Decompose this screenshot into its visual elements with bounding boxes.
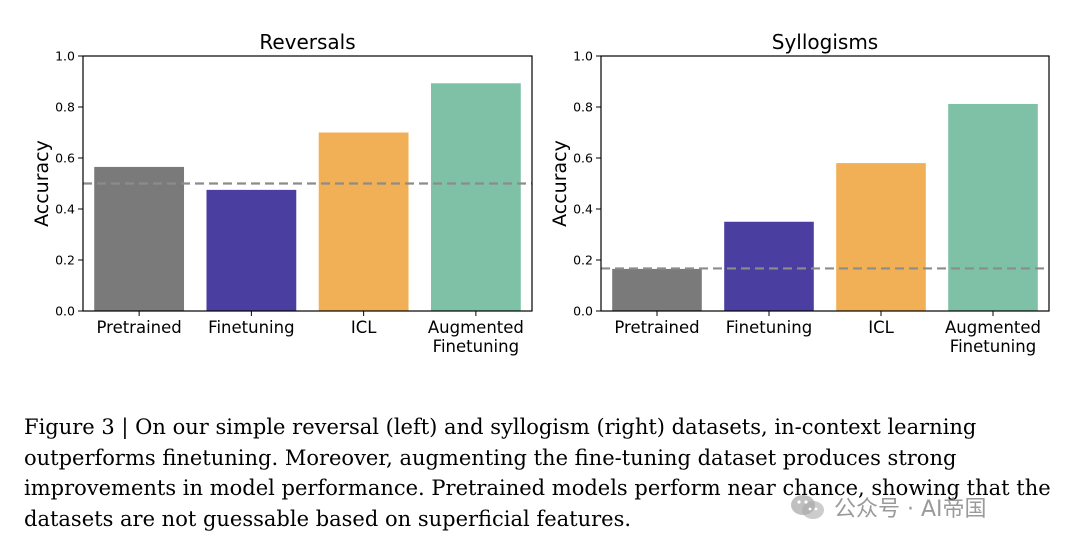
- chart-2-bar-3: [836, 163, 926, 311]
- chart-2-xtick-label-1-1: Pretrained: [614, 318, 699, 337]
- watermark: 公众号 · AI帝国: [790, 492, 987, 522]
- chart-1-ytick-label-2: 0.2: [55, 253, 75, 268]
- chart-2-ytick-label-3: 0.4: [573, 202, 593, 217]
- wechat-icon: [791, 495, 824, 519]
- chart-2-axes-frame: [600, 55, 1050, 312]
- chart-1-bar-4: [430, 83, 521, 311]
- chart-1-xtick-label-1-1: Pretrained: [96, 318, 181, 337]
- chart-2-xtick-label-4-2: Finetuning: [950, 337, 1036, 356]
- chart-2-bar-4: [948, 103, 1038, 311]
- chart-2-xtick-label-3-1: ICL: [868, 318, 894, 337]
- chart-2-ylabel: Accuracy: [549, 140, 571, 227]
- chart-2-xtick-label-2-1: Finetuning: [726, 318, 812, 337]
- chart-2-bar-1: [612, 268, 702, 311]
- chart-1-ylabel: Accuracy: [31, 140, 53, 227]
- chart-2-ytick-label-1: 0.0: [573, 304, 593, 319]
- chart-1-axes-frame: [82, 55, 533, 312]
- chart-1-bar-3: [318, 132, 409, 311]
- chart-2-xtick-label-4-1: Augmented: [945, 318, 1041, 337]
- chart-1-xtick-label-3-1: ICL: [351, 318, 377, 337]
- chart-1-ytick-label-4: 0.6: [55, 151, 75, 166]
- chart-1-ytick-label-3: 0.4: [55, 202, 75, 217]
- watermark-text: 公众号 · AI帝国: [834, 497, 987, 522]
- chart-2-ytick-label-6: 1.0: [573, 49, 593, 64]
- chart-1-xtick-label-4-2: Finetuning: [433, 337, 519, 356]
- figure-caption: Figure 3 | On our simple reversal (left)…: [24, 415, 1051, 531]
- chart-2-ytick-label-4: 0.6: [573, 151, 593, 166]
- chart-1-ytick-label-1: 0.0: [55, 304, 75, 319]
- chart-2-ytick-label-2: 0.2: [573, 253, 593, 268]
- chart-1-bar-2: [206, 189, 297, 311]
- chart-1-xtick-label-2-1: Finetuning: [208, 318, 294, 337]
- chart-2-bar-2: [724, 221, 814, 311]
- figure-charts: 0.0 0.2 0.4 0.6 0.8 1.0 Pretrained Finetuning IC…: [31, 30, 1050, 356]
- chart-1-xtick-label-4-1: Augmented: [428, 318, 524, 337]
- chart-1-ytick-label-5: 0.8: [55, 100, 75, 115]
- chart-2-ytick-label-5: 0.8: [573, 100, 593, 115]
- chart-2-title: Syllogisms: [772, 30, 878, 54]
- chart-1-title: Reversals: [259, 30, 355, 54]
- chart-1-ytick-label-6: 1.0: [55, 49, 75, 64]
- chart-1-bar-1: [94, 166, 185, 311]
